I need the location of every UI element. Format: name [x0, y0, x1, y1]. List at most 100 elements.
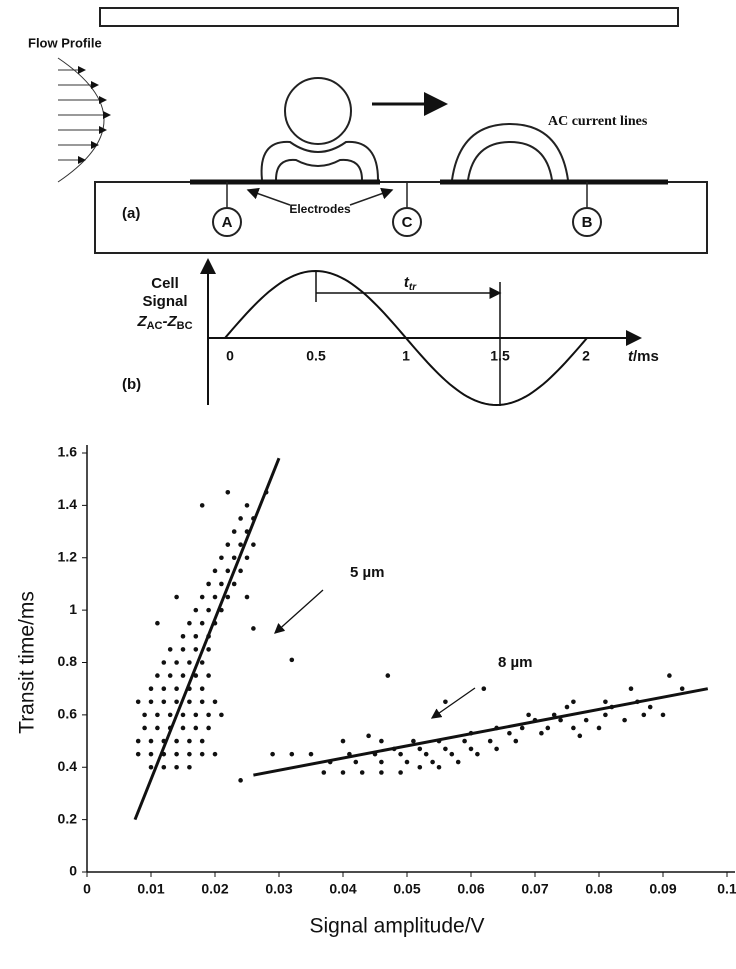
annotation-arrow	[274, 589, 324, 634]
channel-top	[99, 7, 679, 27]
flow-label: Flow Profile	[28, 35, 102, 50]
y-tick-label: 1.6	[58, 444, 78, 460]
y-tick-label: 0.8	[58, 653, 78, 669]
point	[187, 699, 192, 705]
point	[174, 751, 179, 757]
point	[135, 738, 141, 744]
point	[321, 770, 327, 775]
point	[193, 647, 199, 652]
time-axis-label: t/ms	[628, 348, 659, 365]
point	[398, 751, 403, 757]
point	[225, 594, 231, 600]
point	[193, 725, 199, 731]
point	[187, 660, 192, 665]
point	[187, 620, 192, 626]
point	[238, 542, 243, 547]
point	[148, 751, 154, 757]
y-tick-label: 0.4	[58, 758, 78, 774]
point	[142, 725, 147, 731]
y-tick-label: 1	[69, 601, 77, 617]
x-tick-label: 0.06	[457, 881, 484, 897]
point	[641, 712, 647, 718]
point	[603, 712, 608, 718]
panel-a-label: (a)	[122, 205, 140, 222]
point	[199, 594, 205, 600]
point	[558, 717, 563, 723]
time-tick: 0.5	[306, 348, 326, 364]
electrodes-label: Electrodes	[289, 202, 351, 216]
point	[225, 542, 231, 547]
point	[462, 738, 467, 744]
point	[193, 607, 199, 613]
point	[180, 712, 186, 718]
point	[206, 712, 211, 718]
electrode-name: B	[582, 214, 593, 231]
point	[526, 712, 531, 718]
point	[180, 673, 186, 678]
point	[539, 730, 544, 736]
series-annotation: 8 µm	[498, 654, 533, 671]
point	[206, 725, 211, 731]
point	[193, 673, 199, 678]
x-axis-label: Signal amplitude/V	[309, 915, 484, 938]
point	[551, 712, 557, 718]
x-tick-label: 0	[83, 881, 91, 897]
signal-symbol: ZAC-ZBC	[136, 313, 192, 332]
point	[545, 725, 551, 731]
point	[167, 712, 173, 718]
point	[199, 686, 205, 691]
point	[174, 686, 179, 691]
point	[571, 725, 576, 731]
point	[219, 581, 224, 587]
y-tick-label: 1.2	[58, 548, 78, 564]
point	[193, 634, 199, 639]
electrode-markers	[212, 207, 602, 237]
scatter-chart: 0 0.01 0.02 0.03 0.04 0.05 0.06 0.07 0.08 0.09 0.1…	[16, 444, 736, 938]
signal-label: Cell	[151, 275, 179, 292]
point	[487, 738, 493, 744]
point	[212, 751, 218, 757]
point	[366, 733, 371, 739]
point	[212, 568, 218, 574]
point	[187, 764, 192, 770]
point	[667, 673, 672, 678]
point	[251, 626, 256, 631]
current-label: AC current lines	[548, 114, 648, 129]
point	[174, 594, 179, 600]
x-tick-label: 0.04	[329, 881, 356, 897]
point	[359, 770, 365, 775]
point	[174, 738, 179, 744]
point	[199, 751, 205, 757]
x-tick-label: 0.01	[137, 881, 164, 897]
point	[270, 751, 275, 757]
point	[449, 751, 455, 757]
point	[423, 751, 429, 757]
point	[206, 673, 211, 678]
point	[679, 686, 685, 691]
point	[148, 764, 154, 770]
point	[411, 738, 416, 744]
point	[174, 764, 179, 770]
point	[603, 699, 608, 705]
y-tick-label: 0.6	[58, 706, 78, 722]
x-tick-label: 0.09	[649, 881, 676, 897]
point	[647, 704, 653, 710]
point	[340, 770, 346, 775]
point	[398, 770, 403, 775]
point	[174, 699, 179, 705]
point	[167, 673, 173, 678]
point	[219, 712, 224, 718]
transit-bracket	[315, 272, 502, 406]
point	[199, 699, 205, 705]
point	[225, 568, 231, 574]
point	[289, 751, 295, 757]
annotation-arrow	[430, 687, 476, 719]
point	[251, 542, 256, 547]
fit-line	[133, 457, 281, 821]
point	[174, 660, 179, 665]
point	[289, 657, 295, 663]
transit-symbol: ttr	[404, 274, 417, 293]
fit-line	[253, 687, 709, 777]
point	[135, 699, 141, 705]
point	[430, 759, 435, 765]
